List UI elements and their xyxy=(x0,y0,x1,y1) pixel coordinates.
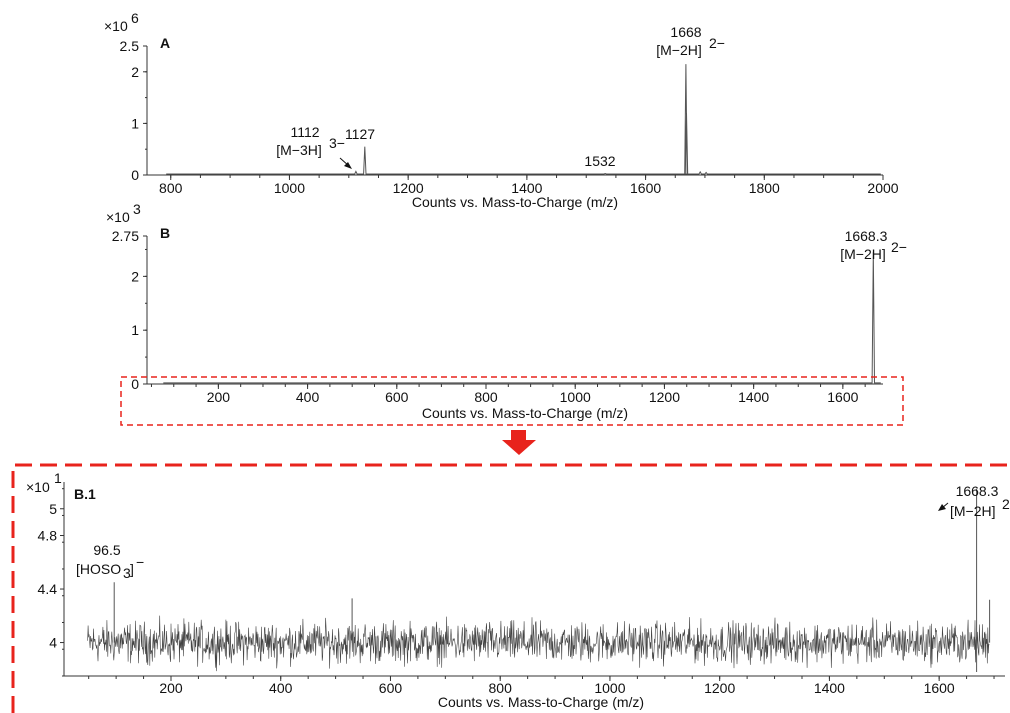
x-tick-label: 200 xyxy=(159,680,183,696)
panel-a-multiplier-exp: 6 xyxy=(131,10,139,26)
x-tick-label: 1400 xyxy=(814,680,845,696)
panel-b1-trace xyxy=(87,615,990,672)
y-tick-label: 1 xyxy=(131,115,139,131)
x-tick-label: 2000 xyxy=(867,180,898,196)
panel-b-ann-1668-ion: [M−2H] xyxy=(840,246,886,262)
panel-b: ×10 3 B 0 1 2 2.75 200 400 600 800 1000 1200 1400… xyxy=(106,201,907,426)
panel-b1-x-label: Counts vs. Mass-to-Charge (m/z) xyxy=(438,694,644,710)
x-tick-label: 800 xyxy=(159,180,183,196)
panel-a-y-ticks: 0 1 2 2.5 xyxy=(120,38,147,183)
zoom-region-box xyxy=(120,376,904,426)
panel-b1-ann-96-ion: [HOSO xyxy=(76,561,121,577)
panel-b1-multiplier: ×10 xyxy=(26,479,50,495)
panel-a-label: A xyxy=(160,35,170,51)
panel-a-ann-1112: 1112 xyxy=(290,124,319,140)
y-tick-label: 2.75 xyxy=(112,228,139,244)
panel-b-label: B xyxy=(160,225,170,241)
panel-a-x-ticks: 800 1000 1200 1400 1600 1800 2000 xyxy=(159,175,899,196)
y-tick-label: 4 xyxy=(49,635,57,651)
panel-b-y-ticks: 0 1 2 2.75 xyxy=(112,228,147,392)
panel-a-arrowhead-1112 xyxy=(344,162,352,169)
panel-b1-multiplier-exp: 1 xyxy=(54,470,62,486)
x-tick-label: 1200 xyxy=(393,180,424,196)
x-tick-label: 200 xyxy=(207,389,231,405)
panel-b1-x-ticks: 200 400 600 800 1000 1200 1400 1600 xyxy=(88,676,995,696)
panel-b-ann-1668-charge: 2− xyxy=(891,239,907,255)
panel-a-ann-1112-ion: [M−3H] xyxy=(276,142,322,158)
panel-b1-ann-1668: 1668.3 xyxy=(956,483,999,499)
x-tick-label: 1400 xyxy=(738,389,769,405)
panel-b1-label: B.1 xyxy=(74,486,96,502)
panel-a: ×10 6 A 0 1 2 2.5 800 1000 1200 1400 1600 1800 20… xyxy=(104,10,899,210)
x-tick-label: 600 xyxy=(379,680,403,696)
y-tick-label: 2 xyxy=(131,64,139,80)
panel-b1-ann-96: 96.5 xyxy=(93,542,120,558)
panel-b-x-label: Counts vs. Mass-to-Charge (m/z) xyxy=(422,405,628,421)
x-tick-label: 800 xyxy=(474,389,498,405)
panel-a-ann-1668-ion: [M−2H] xyxy=(656,42,702,58)
x-tick-label: 600 xyxy=(385,389,409,405)
zoom-arrow xyxy=(502,430,536,455)
y-tick-label: 2 xyxy=(131,268,139,284)
x-tick-label: 1400 xyxy=(511,180,542,196)
y-tick-label: 1 xyxy=(131,322,139,338)
x-tick-label: 1800 xyxy=(749,180,780,196)
panel-a-ann-1668: 1668 xyxy=(670,24,701,40)
panel-a-ann-1112-charge: 3− xyxy=(329,135,345,151)
panel-b-multiplier-exp: 3 xyxy=(133,201,141,217)
x-tick-label: 1000 xyxy=(594,680,625,696)
x-tick-label: 400 xyxy=(269,680,293,696)
panel-a-trace xyxy=(166,64,881,175)
panel-b-ann-1668: 1668.3 xyxy=(845,228,888,244)
panel-b1-arrowhead-1668 xyxy=(938,504,946,511)
x-tick-label: 1000 xyxy=(274,180,305,196)
x-tick-label: 1200 xyxy=(649,389,680,405)
panel-b1-ann-96-sub: 3 xyxy=(123,565,131,581)
panel-a-ann-1532: 1532 xyxy=(584,153,615,169)
panel-b1-ann-96-close: ] xyxy=(130,561,134,577)
y-tick-label: 0 xyxy=(131,376,139,392)
x-tick-label: 800 xyxy=(489,680,513,696)
y-tick-label: 2.5 xyxy=(120,38,140,54)
x-tick-label: 1600 xyxy=(827,389,858,405)
panel-b1-y-ticks: 4 4.4 4.8 5 xyxy=(38,488,64,677)
panel-b1: ×10 1 B.1 4 4.4 4.8 5 200 400 600 800 1000 1200 1… xyxy=(26,470,1010,710)
panel-b-trace xyxy=(163,252,881,384)
y-tick-label: 4.4 xyxy=(38,581,58,597)
y-tick-label: 5 xyxy=(49,501,57,517)
panel-b1-ann-96-charge: − xyxy=(136,554,144,570)
panel-b1-peaks xyxy=(113,488,991,672)
panel-a-multiplier: ×10 xyxy=(104,18,128,34)
zoom-panel-frame xyxy=(11,463,1010,713)
panel-b1-ann-1668-ion: [M−2H] xyxy=(950,503,996,519)
x-tick-label: 1200 xyxy=(704,680,735,696)
panel-b-x-ticks: 200 400 600 800 1000 1200 1400 1600 xyxy=(150,384,866,405)
panel-a-ann-1668-charge: 2− xyxy=(709,35,725,51)
x-tick-label: 1600 xyxy=(630,180,661,196)
panel-a-ann-1127: 1127 xyxy=(345,126,375,142)
y-tick-label: 4.8 xyxy=(38,528,58,544)
panel-b-multiplier: ×10 xyxy=(106,209,130,225)
panel-a-x-label: Counts vs. Mass-to-Charge (m/z) xyxy=(412,194,618,210)
x-tick-label: 1600 xyxy=(924,680,955,696)
x-tick-label: 1000 xyxy=(560,389,591,405)
y-tick-label: 0 xyxy=(131,167,139,183)
panel-b1-ann-1668-charge: 2− xyxy=(1002,496,1010,512)
x-tick-label: 400 xyxy=(296,389,320,405)
